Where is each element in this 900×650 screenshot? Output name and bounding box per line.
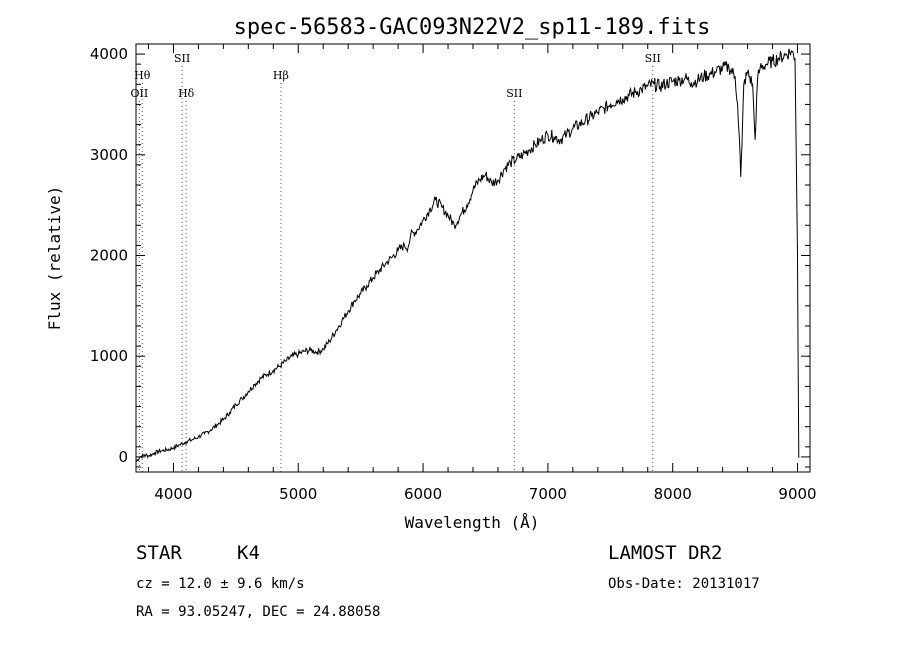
line-marker-label: SII	[506, 87, 522, 100]
obs-date-readout: Obs-Date: 20131017	[608, 576, 760, 592]
object-class-label: STAR	[136, 542, 182, 564]
x-tick-label: 5000	[279, 485, 317, 503]
line-marker-label: SII	[645, 52, 661, 65]
line-marker-label: Hθ	[134, 69, 151, 82]
line-marker-label: SII	[174, 52, 190, 65]
y-tick-label: 4000	[90, 45, 128, 63]
line-marker-label: Hβ	[273, 69, 289, 82]
spectral-subclass-label: K4	[237, 542, 260, 564]
line-markers: Hθ OII SII Hδ Hβ SII SII	[131, 52, 661, 472]
y-tick-label: 1000	[90, 347, 128, 365]
plot-frame	[135, 43, 811, 473]
x-tick-label: 6000	[404, 485, 442, 503]
y-tick-label: 2000	[90, 246, 128, 264]
chart-title: spec-56583-GAC093N22V2_sp11-189.fits	[234, 15, 711, 40]
line-marker-label: OII	[131, 87, 149, 100]
redshift-readout: cz = 12.0 ± 9.6 km/s	[136, 576, 305, 592]
x-tick-label: 9000	[778, 485, 816, 503]
x-tick-label: 8000	[654, 485, 692, 503]
x-axis-label: Wavelength (Å)	[405, 513, 540, 532]
x-tick-label: 4000	[154, 485, 192, 503]
survey-label: LAMOST DR2	[608, 542, 723, 564]
x-tick-label: 7000	[529, 485, 567, 503]
y-tick-label: 3000	[90, 146, 128, 164]
line-marker-label: Hδ	[178, 87, 195, 100]
y-axis-label: Flux (relative)	[45, 186, 64, 331]
spectrum-series-line	[135, 48, 800, 463]
axis-ticks: 4000 5000 6000 7000 8000 9000 0 1000 2000 3000 400…	[90, 44, 817, 503]
coordinates-readout: RA = 93.05247, DEC = 24.88058	[136, 604, 381, 620]
y-tick-label: 0	[118, 448, 128, 466]
